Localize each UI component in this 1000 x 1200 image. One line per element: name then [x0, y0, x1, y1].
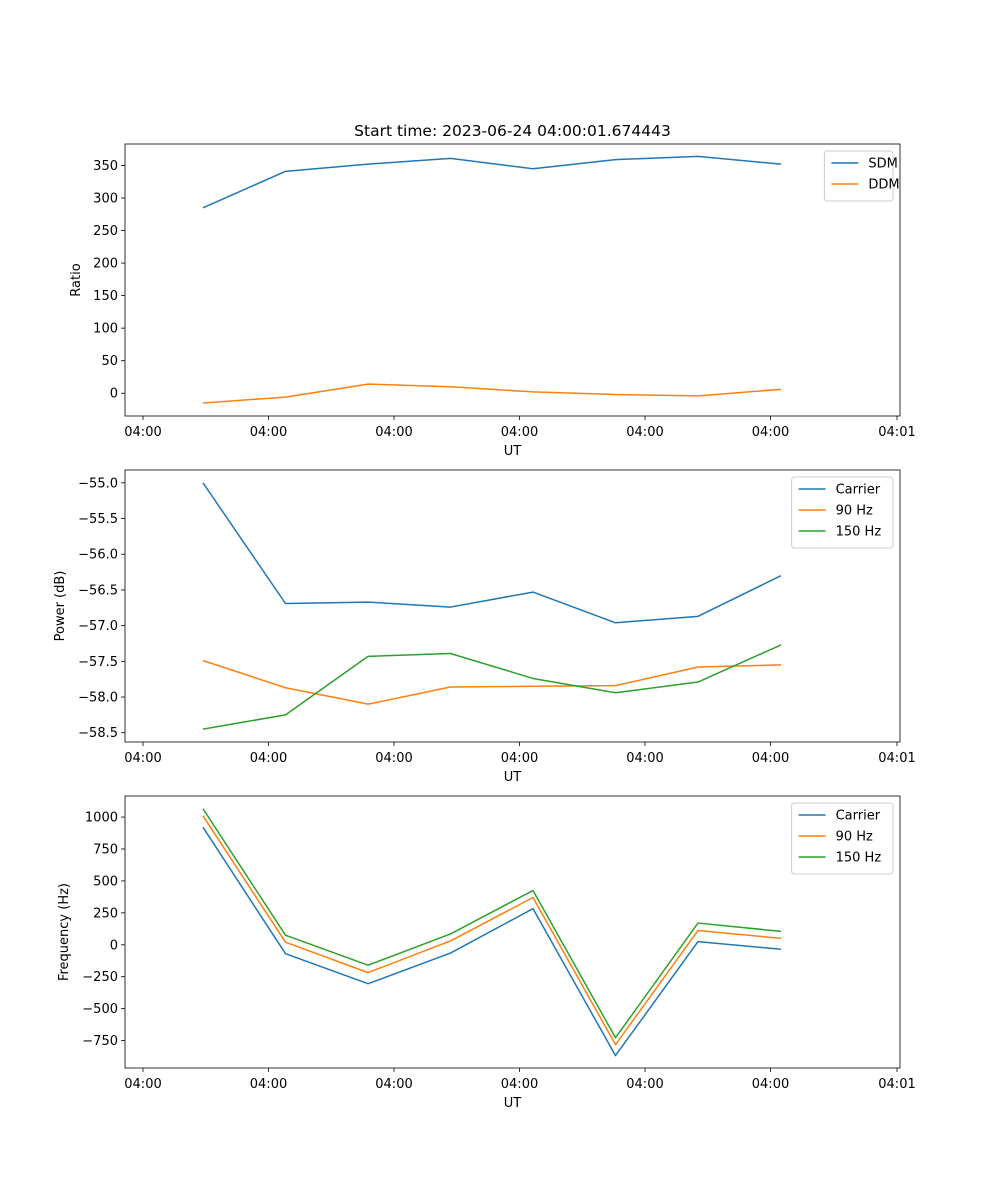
ratio-y-tick-label: 100: [93, 322, 118, 337]
ratio-legend-label-sdm: SDM: [868, 157, 897, 172]
ratio-y-tick-label: 250: [93, 224, 118, 239]
frequency-x-tick-label: 04:00: [752, 1077, 789, 1092]
ratio-y-tick-label: 200: [93, 257, 118, 272]
power-series-150-hz-line: [202, 644, 782, 730]
power-x-tick-label: 04:00: [375, 751, 412, 766]
ratio-x-tick-label: 04:00: [752, 425, 789, 440]
ratio-y-tick-label: 50: [101, 354, 118, 369]
ratio-panel: 0 50 100 150 200 250 300 350 04:00 04:00 04:00 04:0…: [69, 143, 916, 459]
frequency-x-tick-label: 04:00: [124, 1077, 161, 1092]
frequency-y-tick-label: 500: [93, 874, 118, 889]
ratio-x-tick-label: 04:01: [878, 425, 915, 440]
frequency-x-tick-label: 04:00: [626, 1077, 663, 1092]
ratio-series-ddm-line: [202, 383, 782, 404]
ratio-x-tick-label: 04:00: [124, 425, 161, 440]
frequency-x-tick-label: 04:00: [250, 1077, 287, 1092]
power-y-tick-label: −55.0: [78, 476, 118, 491]
power-y-tick-label: −56.0: [78, 548, 118, 563]
power-x-tick-label: 04:00: [626, 751, 663, 766]
frequency-y-tick-label: −250: [82, 970, 118, 985]
power-y-tick-label: −57.5: [78, 655, 118, 670]
ratio-legend-label-ddm: DDM: [868, 178, 899, 193]
frequency-x-tick-label: 04:00: [375, 1077, 412, 1092]
frequency-axes-frame: [124, 795, 901, 1069]
frequency-y-tick-label: 750: [93, 842, 118, 857]
power-x-tick-label: 04:00: [501, 751, 538, 766]
ratio-y-axis-label: Ratio: [69, 263, 84, 296]
power-y-axis-label: Power (dB): [53, 571, 68, 642]
frequency-legend-label-carrier: Carrier: [836, 809, 881, 824]
ratio-series-sdm-line: [202, 155, 782, 209]
ratio-axes-frame: [124, 143, 901, 417]
power-y-tick-label: −58.5: [78, 726, 118, 741]
frequency-y-tick-label: −500: [82, 1002, 118, 1017]
frequency-y-axis-label: Frequency (Hz): [57, 883, 72, 981]
ratio-x-tick-label: 04:00: [501, 425, 538, 440]
power-y-tick-label: −58.0: [78, 691, 118, 706]
frequency-series-150-hz-line: [202, 808, 782, 1039]
power-x-tick-label: 04:00: [250, 751, 287, 766]
ratio-y-tick-label: 150: [93, 289, 118, 304]
power-y-tick-label: −57.0: [78, 619, 118, 634]
frequency-panel: −750 −500 −250 0 250 500 750 1000 04:00 04:00 04:0…: [57, 795, 916, 1111]
frequency-y-tick-label: 250: [93, 906, 118, 921]
power-x-tick-label: 04:00: [752, 751, 789, 766]
ratio-y-tick-label: 350: [93, 159, 118, 174]
ratio-y-tick-label: 300: [93, 192, 118, 207]
ratio-legend: SDM DDM: [823, 150, 900, 202]
power-y-tick-label: −55.5: [78, 512, 118, 527]
ratio-x-tick-label: 04:00: [250, 425, 287, 440]
frequency-legend-label-90-hz: 90 Hz: [836, 830, 873, 845]
power-x-tick-label: 04:01: [878, 751, 915, 766]
power-series-carrier-line: [202, 482, 782, 624]
frequency-y-tick-label: −750: [82, 1034, 118, 1049]
frequency-legend: Carrier 90 Hz 150 Hz: [791, 802, 894, 875]
frequency-series-carrier-line: [202, 826, 782, 1057]
power-x-tick-label: 04:00: [124, 751, 161, 766]
ratio-x-axis-label: UT: [504, 444, 522, 459]
power-y-tick-label: −56.5: [78, 583, 118, 598]
ratio-x-tick-label: 04:00: [375, 425, 412, 440]
frequency-legend-label-150-hz: 150 Hz: [836, 851, 882, 866]
frequency-x-tick-label: 04:00: [501, 1077, 538, 1092]
power-legend-label-90-hz: 90 Hz: [836, 504, 873, 519]
frequency-x-tick-label: 04:01: [878, 1077, 915, 1092]
ratio-x-tick-label: 04:00: [626, 425, 663, 440]
ratio-y-tick-label: 0: [110, 387, 118, 402]
power-series-90-hz-line: [202, 659, 782, 705]
frequency-y-tick-label: 0: [110, 938, 118, 953]
chart-title: Start time: 2023-06-24 04:00:01.674443: [354, 122, 671, 140]
power-panel: −58.5 −58.0 −57.5 −57.0 −56.5 −56.0 −55.5 −55.0…: [53, 469, 916, 785]
power-axes-frame: [124, 469, 901, 743]
frequency-series-90-hz-line: [202, 815, 782, 1046]
power-legend: Carrier 90 Hz 150 Hz: [791, 476, 894, 549]
power-x-axis-label: UT: [504, 770, 522, 785]
frequency-x-axis-label: UT: [504, 1096, 522, 1111]
power-legend-label-carrier: Carrier: [836, 483, 881, 498]
frequency-y-tick-label: 1000: [85, 811, 118, 826]
power-legend-label-150-hz: 150 Hz: [836, 525, 882, 540]
